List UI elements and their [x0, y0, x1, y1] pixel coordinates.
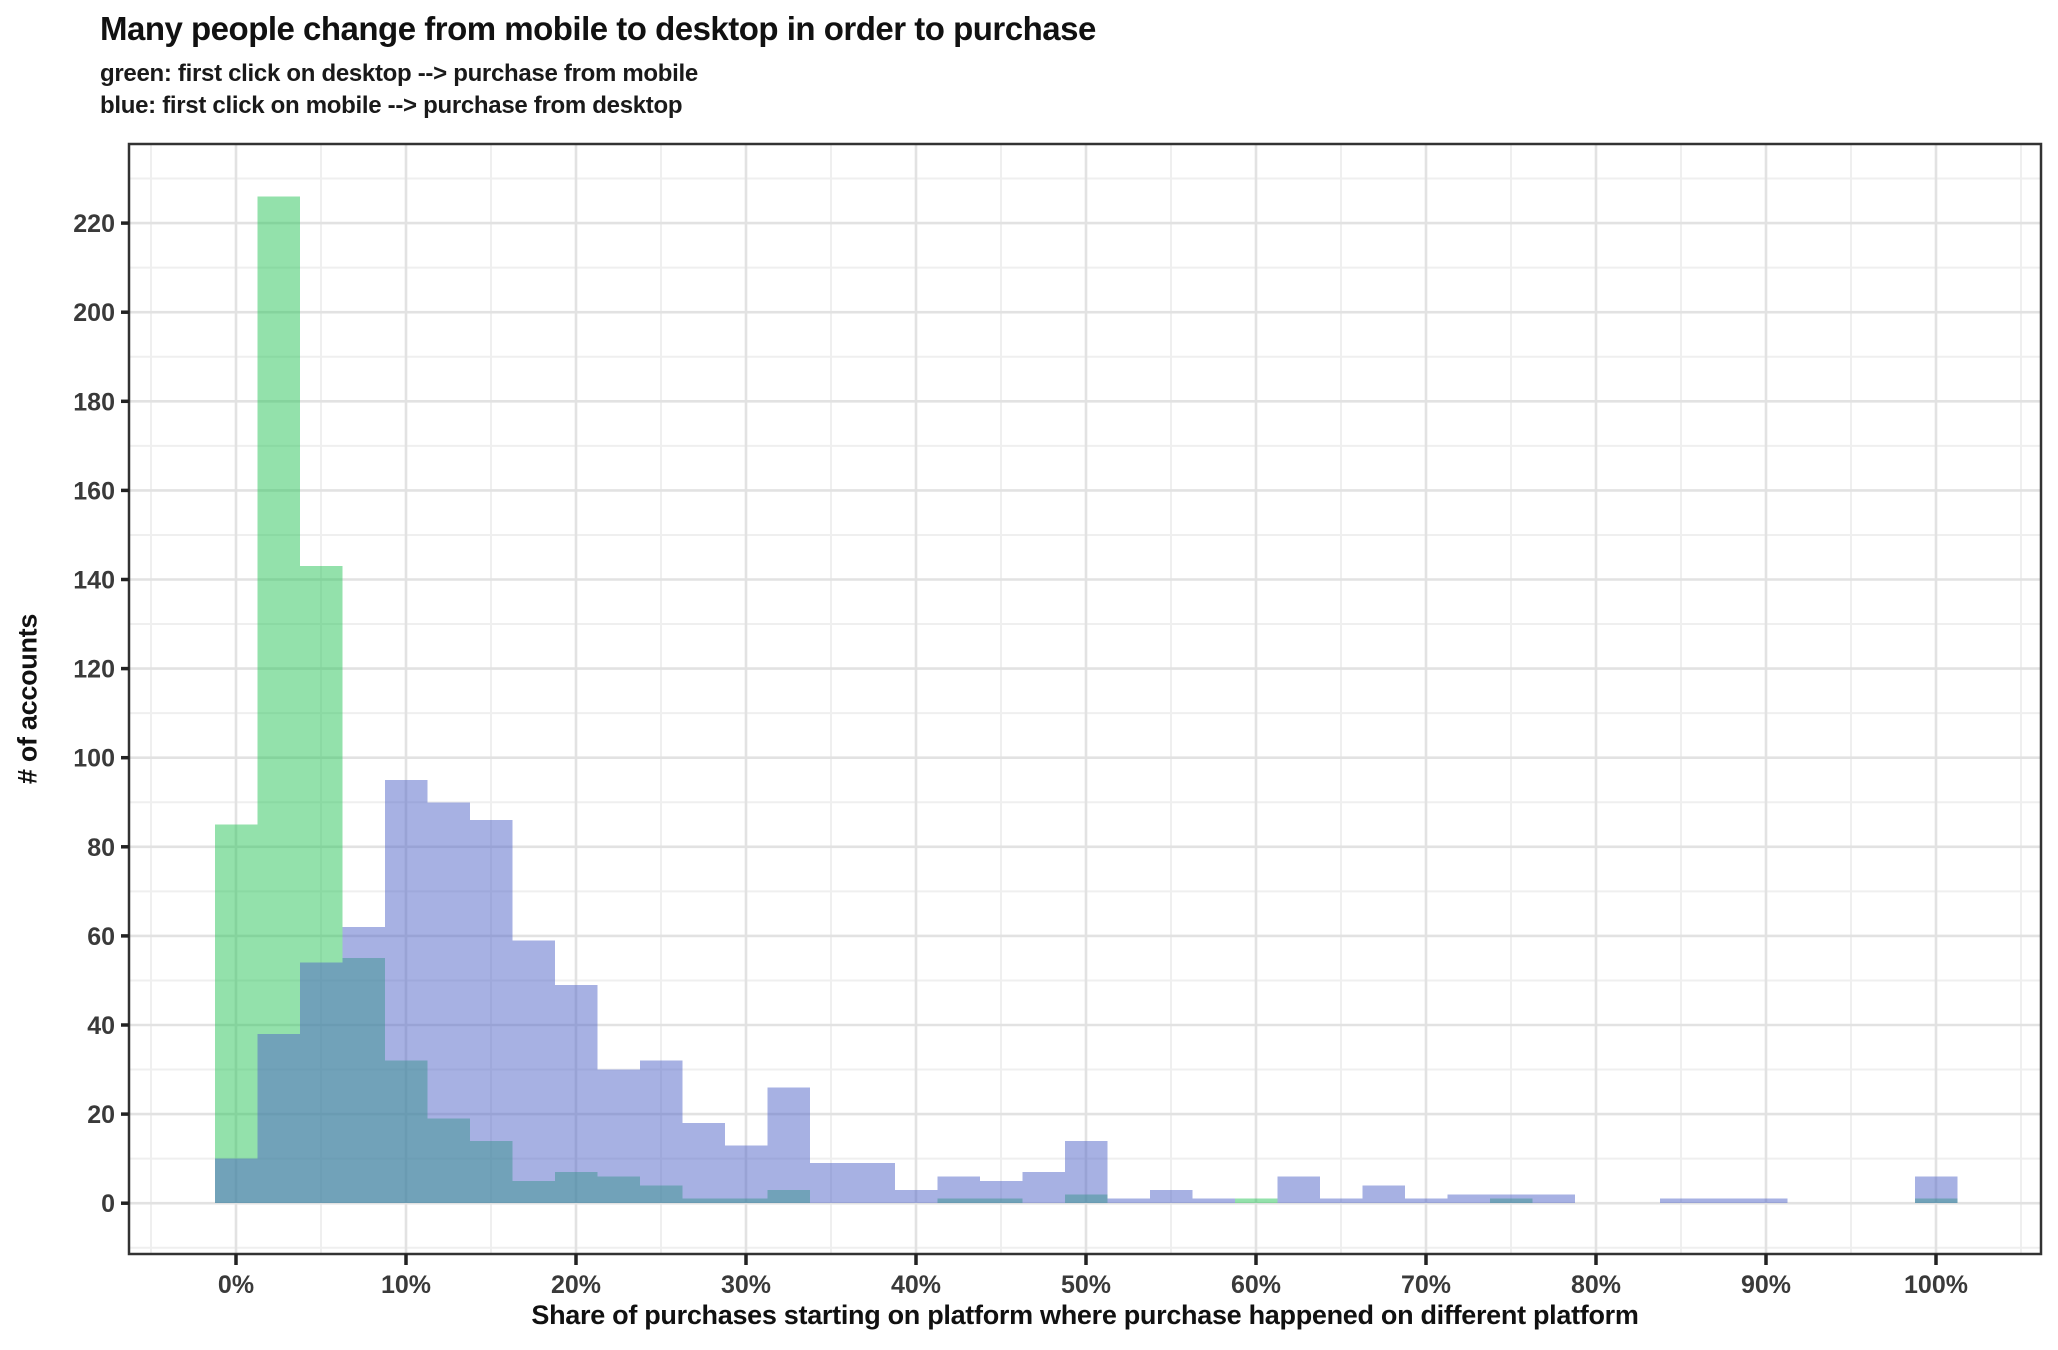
- histogram-bar-blue: [512, 940, 555, 1204]
- y-tick-label: 200: [73, 299, 115, 327]
- histogram-bar-blue: [852, 1163, 895, 1204]
- y-tick-label: 180: [73, 388, 115, 416]
- histogram-bar-blue: [299, 962, 343, 1204]
- x-tick-label: 40%: [891, 1271, 941, 1299]
- histogram-bar-blue: [979, 1180, 1023, 1204]
- histogram-bar-blue: [1532, 1194, 1575, 1204]
- histogram-bar-blue: [427, 802, 470, 1204]
- x-tick-label: 10%: [381, 1271, 431, 1299]
- y-axis-title: # of accounts: [12, 613, 43, 785]
- histogram-bar-blue: [1064, 1140, 1108, 1204]
- histogram-bar-blue: [1362, 1185, 1405, 1204]
- histogram-bar-blue: [342, 926, 385, 1204]
- histogram-bar-blue: [767, 1087, 810, 1204]
- x-tick-label: 70%: [1401, 1271, 1451, 1299]
- histogram-bar-blue: [1489, 1194, 1533, 1204]
- histogram-bar-blue: [214, 1158, 258, 1204]
- chart-title: Many people change from mobile to deskto…: [100, 10, 1096, 47]
- x-tick-label: 50%: [1061, 1271, 1111, 1299]
- histogram-bar-blue: [639, 1060, 683, 1204]
- histogram-bar-blue: [724, 1145, 768, 1204]
- histogram-bar-blue: [1659, 1198, 1703, 1204]
- histogram-bar-blue: [1702, 1198, 1745, 1204]
- histogram-bar-green: [1234, 1198, 1278, 1204]
- y-tick-label: 100: [73, 745, 115, 773]
- y-tick-label: 60: [87, 923, 115, 951]
- x-tick-label: 0%: [218, 1271, 254, 1299]
- histogram-bar-blue: [554, 984, 598, 1204]
- histogram-bar-blue: [809, 1163, 853, 1204]
- histogram-bar-blue: [1149, 1189, 1193, 1204]
- y-tick-label: 0: [101, 1190, 115, 1218]
- chart-subtitle-blue: blue: first click on mobile --> purchase…: [100, 92, 683, 119]
- x-tick-label: 30%: [721, 1271, 771, 1299]
- histogram-bar-blue: [597, 1069, 640, 1204]
- x-tick-label: 60%: [1231, 1271, 1281, 1299]
- x-tick-label: 80%: [1571, 1271, 1621, 1299]
- histogram-bar-blue: [469, 820, 513, 1204]
- y-tick-label: 40: [87, 1012, 115, 1040]
- y-tick-label: 120: [73, 656, 115, 684]
- y-tick-label: 140: [73, 567, 115, 595]
- y-tick-label: 20: [87, 1101, 115, 1129]
- x-tick-label: 90%: [1741, 1271, 1791, 1299]
- histogram-bar-green: [214, 824, 258, 1204]
- y-tick-label: 160: [73, 477, 115, 505]
- y-tick-label: 220: [73, 210, 115, 238]
- x-tick-label: 100%: [1904, 1271, 1968, 1299]
- histogram-bar-blue: [1022, 1172, 1065, 1204]
- histogram-bar-blue: [1404, 1198, 1448, 1204]
- y-tick-label: 80: [87, 834, 115, 862]
- histogram-bar-blue: [937, 1176, 980, 1204]
- histogram-bar-blue: [1914, 1176, 1958, 1204]
- histogram-bar-blue: [1744, 1198, 1788, 1204]
- histogram-bar-blue: [1447, 1194, 1490, 1204]
- x-tick-label: 20%: [551, 1271, 601, 1299]
- histogram-bar-blue: [1107, 1198, 1150, 1204]
- histogram-bar-blue: [257, 1033, 300, 1204]
- x-axis-title: Share of purchases starting on platform …: [531, 1300, 1639, 1330]
- histogram-bar-blue: [682, 1123, 725, 1204]
- histogram-bar-blue: [1277, 1176, 1320, 1204]
- histogram-bar-blue: [1319, 1198, 1363, 1204]
- histogram-bar-blue: [384, 779, 428, 1204]
- histogram-bar-blue: [1192, 1198, 1235, 1204]
- histogram-bar-blue: [894, 1189, 938, 1204]
- chart-subtitle-green: green: first click on desktop --> purcha…: [100, 60, 698, 87]
